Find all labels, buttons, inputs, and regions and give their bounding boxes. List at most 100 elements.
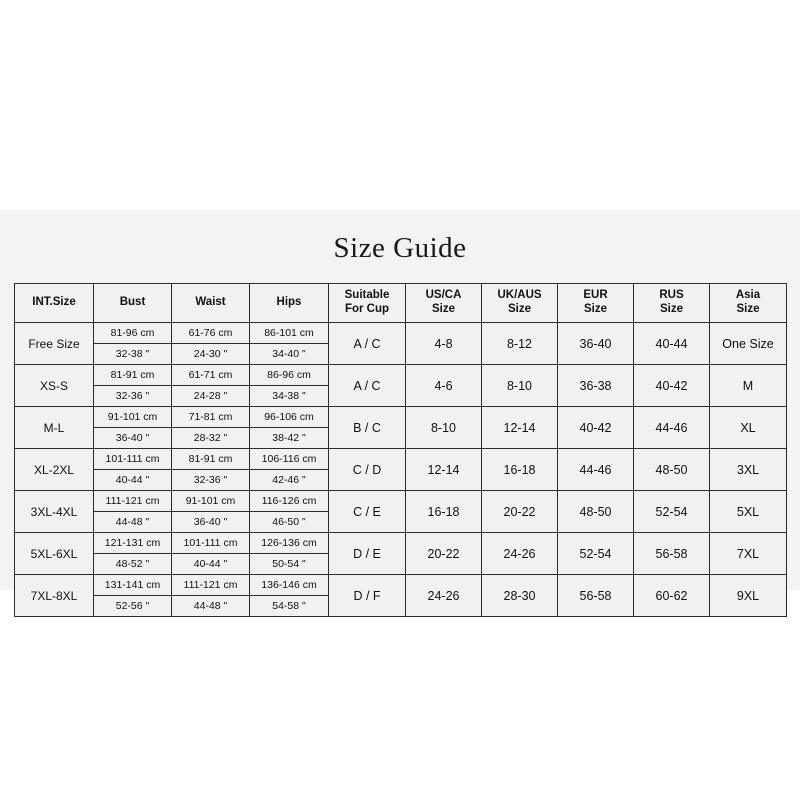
cell-hips: 106-116 cm 42-46 " — [249, 448, 329, 491]
column-header-line: Bust — [119, 296, 146, 309]
column-header-us-ca-size: US/CA Size — [405, 283, 482, 323]
cell-bust-inch: 32-38 " — [115, 348, 150, 360]
waist-measure-table: 81-91 cm 32-36 " — [172, 449, 249, 490]
cell-hips-inch: 46-50 " — [272, 516, 306, 528]
cell-us-ca-size: 4-8 — [405, 322, 482, 365]
column-header-line: Asia — [735, 289, 761, 302]
cell-bust-cm: 131-141 cm — [94, 575, 171, 596]
cell-us-ca-size: 16-18 — [405, 490, 482, 533]
cell-uk-aus-size: 8-10 — [481, 364, 558, 407]
cell-int-size: Free Size — [14, 322, 94, 365]
cell-hips: 116-126 cm 46-50 " — [249, 490, 329, 533]
hips-measure-table: 86-96 cm 34-38 " — [250, 365, 328, 406]
cell-rus-size: 48-50 — [633, 448, 710, 491]
waist-measure-table: 101-111 cm 40-44 " — [172, 533, 249, 574]
waist-measure-table: 111-121 cm 44-48 " — [172, 575, 249, 616]
cell-asia-size: 7XL — [709, 532, 787, 575]
waist-measure-table: 91-101 cm 36-40 " — [172, 491, 249, 532]
cell-int-size: 3XL-4XL — [14, 490, 94, 533]
size-guide-table: INT.Size Bust Waist Hips Suitable For Cup US/C… — [14, 283, 787, 617]
table-body: Free Size 81-96 cm 32-38 " 61-76 cm 24-30 " 8… — [14, 322, 787, 617]
cell-waist: 81-91 cm 32-36 " — [171, 448, 250, 491]
bust-measure-table: 131-141 cm 52-56 " — [94, 575, 171, 616]
cell-uk-aus-size: 24-26 — [481, 532, 558, 575]
table-row: XL-2XL 101-111 cm 40-44 " 81-91 cm 32-36 " 10… — [14, 448, 787, 491]
table-header: INT.Size Bust Waist Hips Suitable For Cup US/C… — [14, 283, 787, 323]
cell-us-ca-size: 8-10 — [405, 406, 482, 449]
cell-bust-cm: 81-91 cm — [94, 365, 171, 386]
column-header-line: EUR — [583, 289, 608, 302]
cell-waist-cm: 91-101 cm — [172, 491, 249, 512]
cell-hips-cm: 86-96 cm — [250, 365, 328, 386]
cell-bust-cm: 91-101 cm — [94, 407, 171, 428]
cell-hips: 136-146 cm 54-58 " — [249, 574, 329, 617]
cell-waist-inch: 24-28 " — [193, 390, 228, 402]
hips-measure-table: 126-136 cm 50-54 " — [250, 533, 328, 574]
hips-measure-table: 96-106 cm 38-42 " — [250, 407, 328, 448]
cell-waist: 61-71 cm 24-28 " — [171, 364, 250, 407]
cell-int-size: M-L — [14, 406, 94, 449]
cell-bust-inch: 32-36 " — [115, 390, 150, 402]
cell-hips-cm: 116-126 cm — [250, 491, 328, 512]
cell-hips: 86-96 cm 34-38 " — [249, 364, 329, 407]
cell-hips-inch: 34-38 " — [272, 390, 306, 402]
cell-bust: 131-141 cm 52-56 " — [93, 574, 172, 617]
cell-hips-cm: 86-101 cm — [250, 323, 328, 344]
cell-us-ca-size: 4-6 — [405, 364, 482, 407]
cell-int-size: XL-2XL — [14, 448, 94, 491]
cell-hips-inch: 54-58 " — [272, 600, 306, 612]
cell-hips: 86-101 cm 34-40 " — [249, 322, 329, 365]
cell-waist: 61-76 cm 24-30 " — [171, 322, 250, 365]
cell-eur-size: 36-38 — [557, 364, 634, 407]
table-row: M-L 91-101 cm 36-40 " 71-81 cm 28-32 " 96-106… — [14, 406, 787, 449]
cell-eur-size: 52-54 — [557, 532, 634, 575]
column-header-line: INT.Size — [32, 296, 76, 309]
cell-uk-aus-size: 20-22 — [481, 490, 558, 533]
cell-hips-inch: 38-42 " — [272, 432, 306, 444]
cell-uk-aus-size: 8-12 — [481, 322, 558, 365]
cell-hips-cm: 126-136 cm — [250, 533, 328, 554]
cell-suitable-for-cup: A / C — [328, 364, 406, 407]
cell-waist-inch: 44-48 " — [193, 600, 228, 612]
hips-measure-table: 106-116 cm 42-46 " — [250, 449, 328, 490]
bust-measure-table: 101-111 cm 40-44 " — [94, 449, 171, 490]
cell-asia-size: One Size — [709, 322, 787, 365]
bust-measure-table: 81-91 cm 32-36 " — [94, 365, 171, 406]
cell-rus-size: 44-46 — [633, 406, 710, 449]
cell-hips: 126-136 cm 50-54 " — [249, 532, 329, 575]
cell-bust-inch: 52-56 " — [115, 600, 150, 612]
table-row: Free Size 81-96 cm 32-38 " 61-76 cm 24-30 " 8… — [14, 322, 787, 365]
column-header-line: Size — [507, 303, 531, 315]
table-row: XS-S 81-91 cm 32-36 " 61-71 cm 24-28 " 86-96 … — [14, 364, 787, 407]
cell-waist-cm: 81-91 cm — [172, 449, 249, 470]
cell-uk-aus-size: 12-14 — [481, 406, 558, 449]
column-header-line: RUS — [659, 289, 684, 302]
cell-asia-size: 3XL — [709, 448, 787, 491]
cell-waist-inch: 32-36 " — [193, 474, 228, 486]
cell-hips: 96-106 cm 38-42 " — [249, 406, 329, 449]
cell-uk-aus-size: 28-30 — [481, 574, 558, 617]
waist-measure-table: 61-71 cm 24-28 " — [172, 365, 249, 406]
bust-measure-table: 121-131 cm 48-52 " — [94, 533, 171, 574]
size-guide-table-container: INT.Size Bust Waist Hips Suitable For Cup US/C… — [14, 283, 787, 617]
cell-asia-size: M — [709, 364, 787, 407]
cell-int-size: XS-S — [14, 364, 94, 407]
bust-measure-table: 91-101 cm 36-40 " — [94, 407, 171, 448]
cell-rus-size: 40-42 — [633, 364, 710, 407]
cell-eur-size: 48-50 — [557, 490, 634, 533]
cell-bust: 81-91 cm 32-36 " — [93, 364, 172, 407]
cell-waist-inch: 40-44 " — [193, 558, 228, 570]
cell-waist: 71-81 cm 28-32 " — [171, 406, 250, 449]
cell-rus-size: 60-62 — [633, 574, 710, 617]
cell-int-size: 5XL-6XL — [14, 532, 94, 575]
cell-int-size: 7XL-8XL — [14, 574, 94, 617]
column-header-line: Size — [583, 303, 607, 315]
column-header-line: For Cup — [344, 303, 390, 315]
column-header-line: Hips — [276, 296, 302, 309]
column-header-line: UK/AUS — [497, 289, 542, 302]
column-header-hips: Hips — [249, 283, 329, 323]
cell-suitable-for-cup: D / E — [328, 532, 406, 575]
cell-hips-cm: 136-146 cm — [250, 575, 328, 596]
cell-waist: 111-121 cm 44-48 " — [171, 574, 250, 617]
